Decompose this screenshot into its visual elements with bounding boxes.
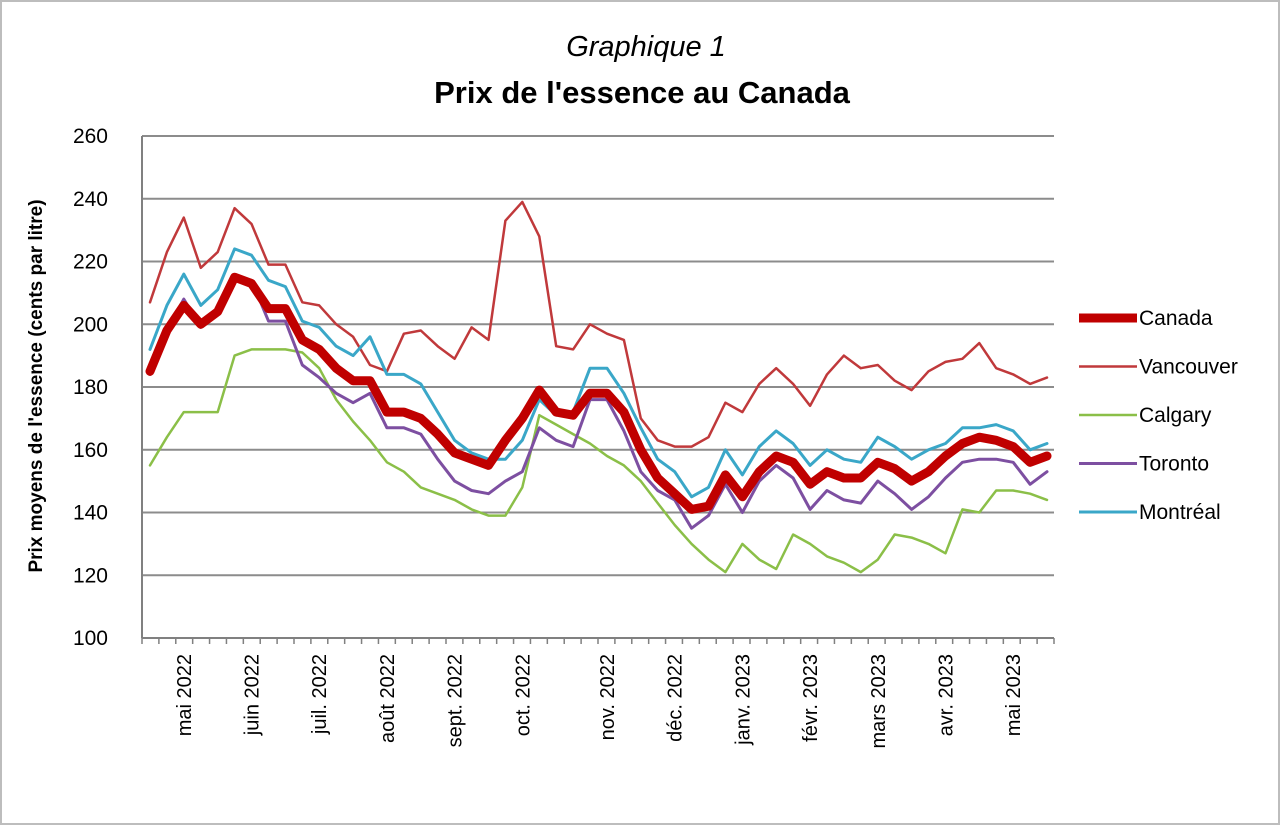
- x-tick-label: juil. 2022: [309, 654, 331, 735]
- legend-label: Vancouver: [1139, 356, 1238, 379]
- chart-subtitle: Graphique 1: [566, 31, 726, 63]
- x-tick-label: avr. 2023: [935, 654, 957, 736]
- y-tick-label: 160: [73, 439, 108, 462]
- series-line-toronto: [148, 275, 1049, 530]
- legend-label: Canada: [1139, 307, 1213, 330]
- x-tick-label: déc. 2022: [665, 654, 687, 742]
- y-tick-label: 180: [73, 376, 108, 399]
- y-tick-label: 200: [73, 313, 108, 336]
- chart-title: Prix de l'essence au Canada: [434, 75, 851, 110]
- legend-label: Calgary: [1139, 404, 1212, 427]
- gridlines: [142, 135, 1054, 577]
- x-tick-label: janv. 2023: [732, 654, 754, 746]
- series-lines: [145, 200, 1052, 574]
- x-tick-label: mai 2023: [1003, 654, 1025, 736]
- axes: [141, 136, 1055, 644]
- y-tick-label: 240: [73, 188, 108, 211]
- y-tick-label: 260: [73, 125, 108, 148]
- series-line-canada: [145, 272, 1052, 514]
- legend-label: Montréal: [1139, 501, 1221, 524]
- y-tick-labels: 100 120 140 160 180 200 220 240 260: [73, 125, 108, 650]
- series-line-montreal: [148, 247, 1049, 499]
- y-tick-label: 100: [73, 627, 108, 650]
- y-axis-label: Prix moyens de l'essence (cents par litr…: [26, 199, 47, 572]
- x-tick-label: sept. 2022: [445, 654, 467, 747]
- x-tick-label: mai 2022: [174, 654, 196, 736]
- y-tick-label: 120: [73, 564, 108, 587]
- x-tick-label: juin 2022: [242, 654, 264, 736]
- x-tick-label: oct. 2022: [512, 654, 534, 736]
- x-tick-labels: mai 2022 juin 2022 juil. 2022 août 2022 sept…: [174, 654, 1025, 749]
- x-tick-label: nov. 2022: [597, 654, 619, 740]
- legend: Canada Vancouver Calgary Toronto Montréal: [1079, 307, 1238, 524]
- x-tick-label: août 2022: [377, 654, 399, 743]
- series-line-vancouver: [148, 200, 1049, 448]
- series-line-calgary: [148, 348, 1049, 574]
- legend-label: Toronto: [1139, 453, 1209, 476]
- x-tick-label: mars 2023: [868, 654, 890, 749]
- y-tick-label: 220: [73, 251, 108, 274]
- x-tick-label: févr. 2023: [800, 654, 822, 742]
- y-tick-label: 140: [73, 502, 108, 525]
